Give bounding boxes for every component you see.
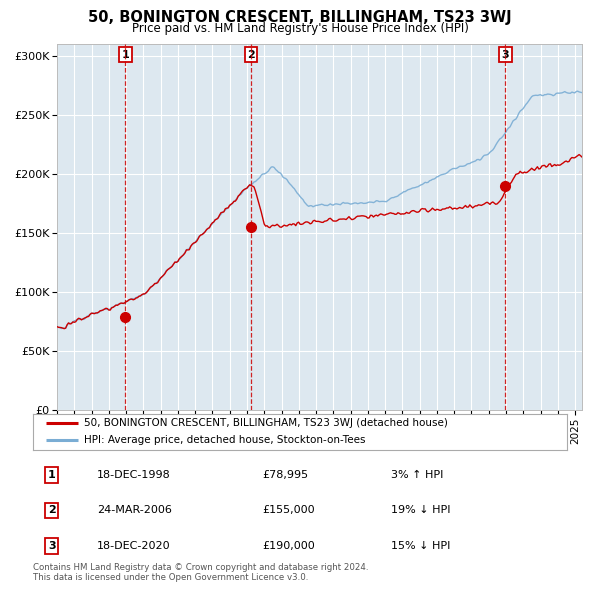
Text: 3% ↑ HPI: 3% ↑ HPI [391, 470, 443, 480]
Text: Contains HM Land Registry data © Crown copyright and database right 2024.
This d: Contains HM Land Registry data © Crown c… [33, 563, 368, 582]
Text: 2: 2 [247, 50, 255, 60]
Text: 24-MAR-2006: 24-MAR-2006 [97, 506, 172, 515]
Text: 2: 2 [48, 506, 56, 515]
Text: 50, BONINGTON CRESCENT, BILLINGHAM, TS23 3WJ (detached house): 50, BONINGTON CRESCENT, BILLINGHAM, TS23… [84, 418, 448, 428]
Text: £78,995: £78,995 [263, 470, 309, 480]
Text: 15% ↓ HPI: 15% ↓ HPI [391, 541, 450, 550]
Text: £190,000: £190,000 [263, 541, 316, 550]
Text: £155,000: £155,000 [263, 506, 315, 515]
Text: Price paid vs. HM Land Registry's House Price Index (HPI): Price paid vs. HM Land Registry's House … [131, 22, 469, 35]
Text: 19% ↓ HPI: 19% ↓ HPI [391, 506, 450, 515]
Text: 50, BONINGTON CRESCENT, BILLINGHAM, TS23 3WJ: 50, BONINGTON CRESCENT, BILLINGHAM, TS23… [88, 10, 512, 25]
Text: 1: 1 [48, 470, 56, 480]
Text: 1: 1 [122, 50, 129, 60]
Text: 18-DEC-2020: 18-DEC-2020 [97, 541, 171, 550]
Text: 3: 3 [48, 541, 56, 550]
Text: 18-DEC-1998: 18-DEC-1998 [97, 470, 171, 480]
Text: 3: 3 [502, 50, 509, 60]
Text: HPI: Average price, detached house, Stockton-on-Tees: HPI: Average price, detached house, Stoc… [84, 435, 365, 445]
